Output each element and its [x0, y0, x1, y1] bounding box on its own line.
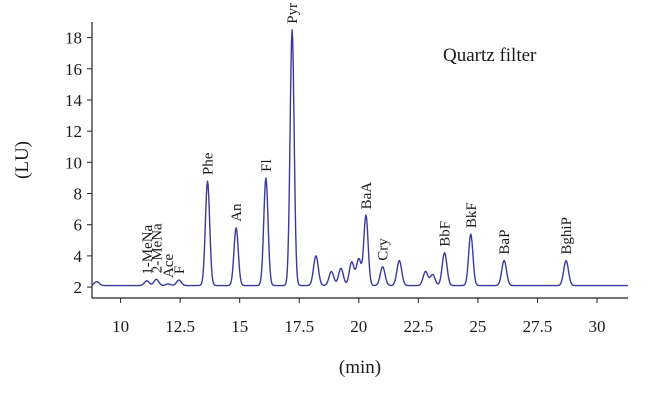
peak-label: 2-MeNa — [149, 223, 165, 273]
x-tick-label: 15 — [231, 317, 248, 336]
y-tick-label: 14 — [65, 91, 83, 110]
peak-label: Cry — [376, 238, 392, 261]
y-axis-title: (LU) — [12, 141, 33, 179]
peak-label: Fl — [259, 159, 275, 172]
peak-label: BghiP — [559, 217, 575, 255]
peak-label: Phe — [201, 152, 217, 175]
x-axis-title: (min) — [339, 357, 381, 378]
x-axis-ticks: 10 12.5 15 17.5 20 22.5 25 27.5 30 — [112, 298, 606, 336]
peak-label: Ace — [161, 254, 177, 278]
panel-label: Quartz filter — [443, 45, 537, 66]
peak-label: Pyr — [285, 3, 301, 24]
y-tick-label: 6 — [74, 216, 83, 235]
x-tick-label: 10 — [112, 317, 129, 336]
y-tick-label: 16 — [65, 60, 82, 79]
peak-label: F — [172, 266, 188, 274]
axes — [91, 22, 628, 299]
y-tick-label: 2 — [74, 278, 83, 297]
peak-label: BbF — [438, 221, 454, 247]
peak-label: BkF — [464, 202, 480, 228]
chromatogram-line — [91, 29, 629, 287]
y-tick-label: 4 — [74, 247, 83, 266]
y-axis-ticks: 2 4 6 8 10 12 14 16 18 — [65, 29, 92, 297]
x-tick-label: 25 — [469, 317, 486, 336]
peak-label: An — [229, 203, 245, 222]
x-tick-label: 17.5 — [284, 317, 314, 336]
peak-label: BaA — [359, 182, 375, 210]
y-tick-label: 18 — [65, 29, 82, 48]
peak-label: BaP — [497, 230, 513, 255]
peak-label: 1-MeNa — [140, 224, 156, 274]
x-tick-label: 20 — [350, 317, 367, 336]
y-tick-label: 10 — [65, 153, 82, 172]
x-tick-label: 27.5 — [523, 317, 553, 336]
x-tick-label: 30 — [589, 317, 606, 336]
y-tick-label: 12 — [65, 122, 82, 141]
x-tick-label: 12.5 — [165, 317, 195, 336]
y-tick-label: 8 — [74, 185, 83, 204]
x-tick-label: 22.5 — [403, 317, 433, 336]
